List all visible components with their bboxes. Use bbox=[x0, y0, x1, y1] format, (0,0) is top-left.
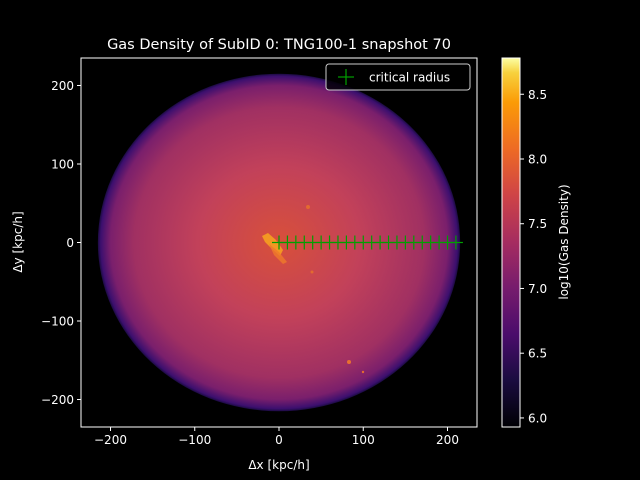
plot-area bbox=[97, 73, 463, 412]
colorbar-label: log10(Gas Density) bbox=[557, 184, 571, 299]
legend-label: critical radius bbox=[369, 71, 450, 85]
colorbar-tick-label: 8.5 bbox=[528, 88, 547, 102]
dense-gas-clumps bbox=[262, 205, 365, 374]
legend: critical radius bbox=[325, 63, 471, 91]
colorbar-tick-label: 6.0 bbox=[528, 411, 547, 425]
colorbar-tick-label: 7.0 bbox=[528, 282, 547, 296]
y-tick-label: −200 bbox=[41, 393, 74, 407]
y-tick-label: 100 bbox=[51, 157, 74, 171]
y-tick-label: 0 bbox=[66, 236, 74, 250]
x-tick-label: 100 bbox=[352, 433, 375, 447]
y-axis-label: Δy [kpc/h] bbox=[11, 211, 25, 272]
colorbar: 6.0 6.5 7.0 7.5 8.0 8.5 log10(Gas Density) bbox=[501, 57, 571, 428]
colorbar-gradient bbox=[501, 57, 521, 428]
legend-marker bbox=[338, 69, 354, 85]
colorbar-tick-label: 6.5 bbox=[528, 347, 547, 361]
colorbar-tick-label: 8.0 bbox=[528, 152, 547, 166]
chart-title: Gas Density of SubID 0: TNG100-1 snapsho… bbox=[107, 37, 451, 53]
x-tick-label: 0 bbox=[275, 433, 283, 447]
x-tick-label: −200 bbox=[94, 433, 127, 447]
x-tick-label: −100 bbox=[178, 433, 211, 447]
critical-radius-markers bbox=[272, 235, 463, 250]
critical-radius-point bbox=[448, 235, 463, 250]
colorbar-ticks: 6.0 6.5 7.0 7.5 8.0 8.5 bbox=[520, 88, 547, 425]
legend-box bbox=[325, 63, 471, 91]
x-axis: −200 −100 0 100 200 bbox=[94, 427, 459, 447]
y-tick-label: 200 bbox=[51, 79, 74, 93]
colorbar-tick-label: 7.5 bbox=[528, 217, 547, 231]
x-tick-label: 200 bbox=[436, 433, 459, 447]
y-axis: −200 −100 0 100 200 bbox=[41, 79, 81, 407]
y-tick-label: −100 bbox=[41, 315, 74, 329]
x-axis-label: Δx [kpc/h] bbox=[248, 458, 309, 472]
